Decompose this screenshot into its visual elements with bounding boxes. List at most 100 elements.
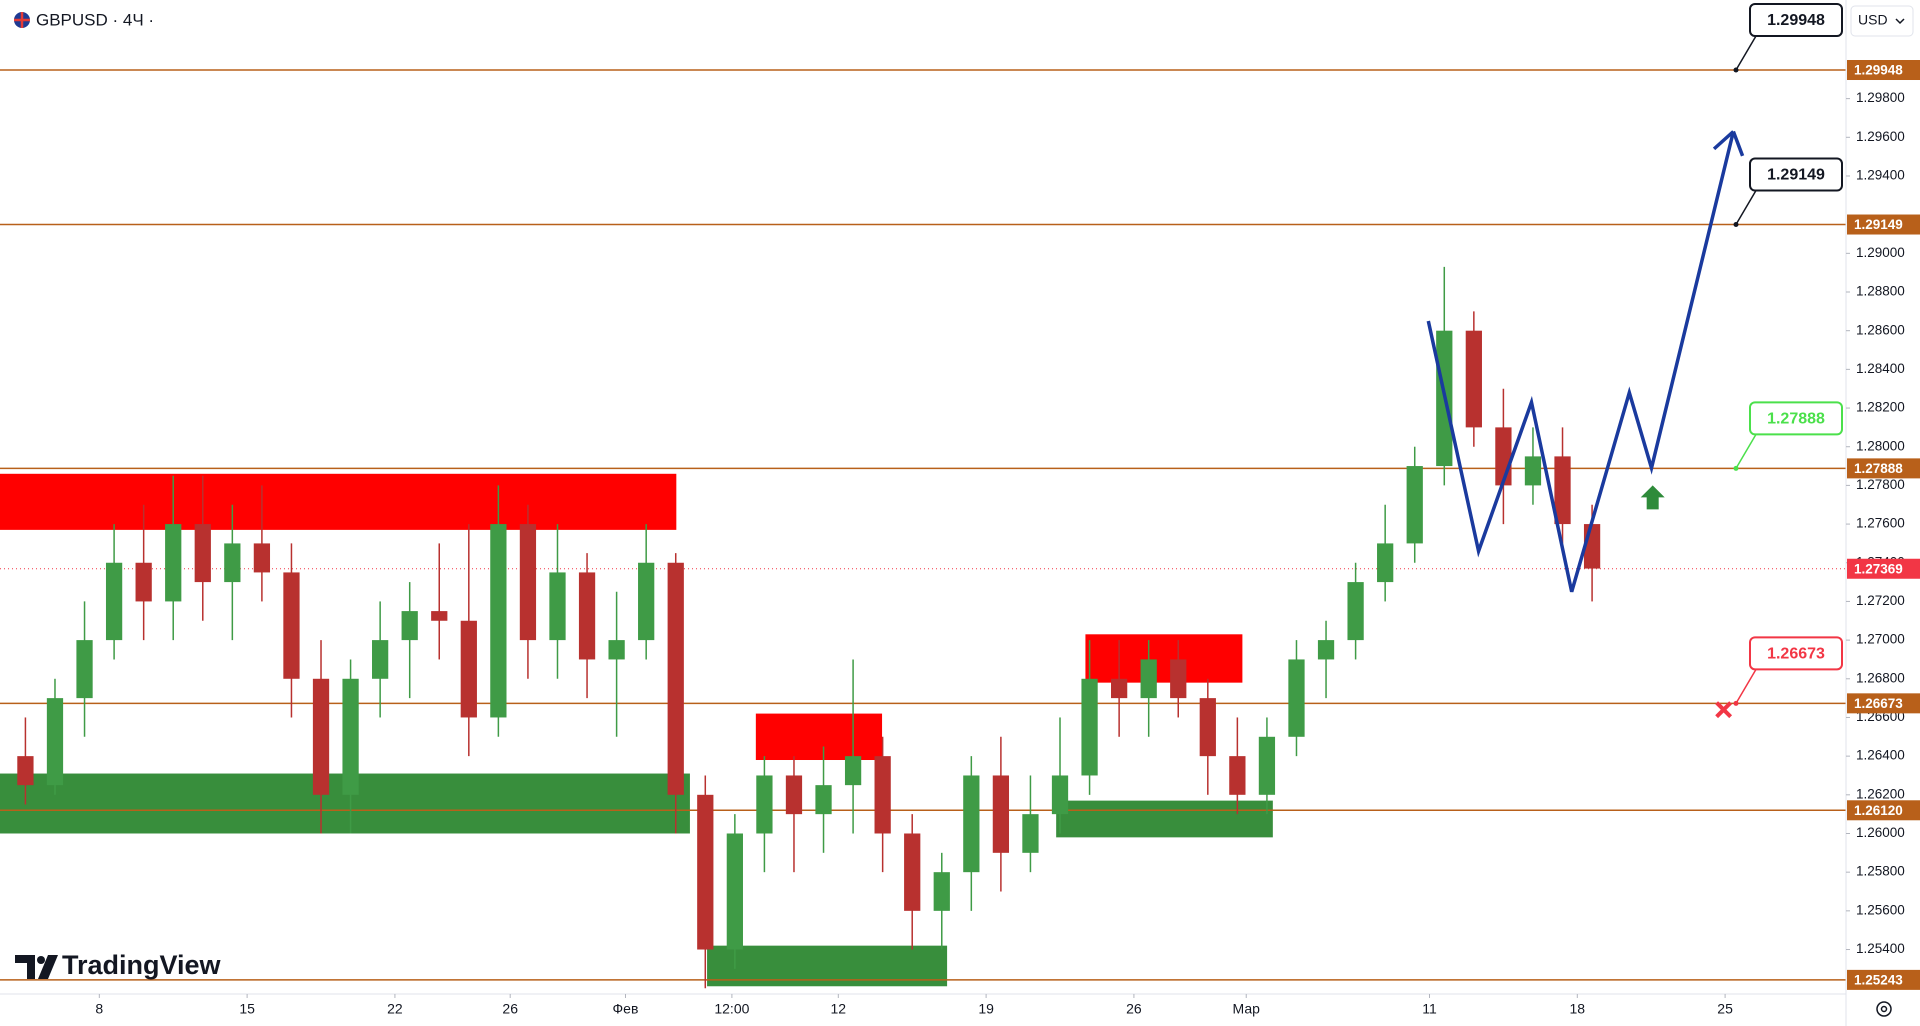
level-axis-label: 1.29149 [1854,217,1903,232]
candle-body [933,872,950,911]
symbol-flag-cross [14,12,30,28]
zone [1085,634,1243,683]
y-tick-label: 1.26200 [1856,786,1905,801]
y-tick-label: 1.26400 [1856,748,1905,763]
x-tick-label: 18 [1570,1001,1586,1017]
candle-body [608,640,625,660]
overlays: 1.299481.299481.291491.291491.278881.278… [1426,3,1920,990]
candle-body [490,524,507,718]
y-tick-label: 1.28000 [1856,438,1905,453]
projection-path [1426,131,1736,593]
candle-body [1199,698,1216,757]
candle-body [963,775,980,873]
y-tick-label: 1.27600 [1856,516,1905,531]
candle-body [1554,456,1571,525]
y-tick-label: 1.28800 [1856,284,1905,299]
level-axis-tag [1847,969,1920,990]
candle-body [578,572,596,660]
candle-body [46,698,64,786]
candle-body [17,756,34,786]
candle-body [105,562,123,641]
y-tick-label: 1.25400 [1856,941,1905,956]
y-tick-label: 1.27800 [1856,477,1905,492]
currency-button[interactable] [1850,5,1914,37]
y-tick-label: 1.29400 [1856,168,1905,183]
candle-body [874,756,891,834]
level-axis-label: 1.25243 [1854,972,1903,987]
x-tick-label: 11 [1422,1001,1437,1017]
candle-body [1022,814,1039,853]
y-tick-label: 1.27200 [1856,593,1905,608]
zone [1056,800,1273,838]
candle-body [1377,543,1394,583]
level-axis-label: 1.26120 [1854,803,1903,818]
candle-body [76,640,93,699]
candle-body [431,611,448,621]
callout-box [1749,3,1843,38]
callout-box [1749,636,1843,671]
candle-body [1288,659,1305,737]
callout-pointer [1735,35,1757,71]
candle-body [460,620,477,718]
x-tick-label: 15 [239,1001,255,1017]
settings-gear [1876,1001,1892,1017]
callout-box [1749,401,1843,436]
y-tick-label: 1.25600 [1856,902,1905,917]
x-tick-label: 8 [95,1001,103,1017]
candle-body [135,562,152,602]
callout-label: 1.29149 [1767,167,1825,184]
x-tick-label: 12:00 [714,1001,749,1017]
y-tick-label: 1.27000 [1856,632,1905,647]
level-axis-tag [1847,800,1920,821]
brand-name: TradingView [62,950,222,980]
candle-body [1524,456,1542,486]
level-axis-label: 1.27888 [1854,461,1903,476]
candle-body [519,524,537,641]
symbol-title: GBPUSD · 4Ч · [36,10,154,29]
candle-body [1258,736,1276,795]
candle-body [194,524,211,583]
x-tick-label: 26 [502,1001,518,1017]
candle-body [1347,582,1364,641]
level-axis-label: 1.26673 [1854,696,1903,711]
candle-body [697,794,714,950]
logo-v [38,955,58,979]
x-tick-label: 25 [1717,1001,1733,1017]
candle-body [667,562,684,795]
candle-body [1051,775,1069,815]
candle-body [549,572,566,641]
candle-body [1229,756,1246,795]
candle-body [1317,640,1335,660]
candle-body [253,543,271,573]
candle-body [342,678,359,795]
candle-body [1170,659,1187,699]
x-tick-label: Фев [613,1001,639,1017]
candle-body [815,785,832,815]
currency-chevron [1895,18,1905,25]
candle-body [1406,466,1423,544]
last-price-tag [1847,558,1920,579]
x-tick-label: 12 [831,1001,847,1017]
y-tick-label: 1.25800 [1856,864,1905,879]
candle-body [904,833,921,911]
last-price-label: 1.27369 [1854,561,1903,576]
x-tick-label: 26 [1126,1001,1142,1017]
plot-area [0,69,1846,989]
candle-body [401,611,418,641]
level-axis-tag [1847,693,1920,714]
y-tick-label: 1.26800 [1856,670,1905,685]
zone [0,473,677,530]
projection-arrowhead [1712,130,1735,151]
candle-body [1140,659,1157,699]
buy-arrow [1640,485,1665,510]
candle-body [224,543,241,583]
logo-dot [37,956,45,964]
candle-body [726,833,743,950]
candle-body [785,775,803,815]
candle-body [1081,678,1098,776]
settings-icon[interactable] [1876,1001,1892,1017]
brand-logo: TradingView [15,950,222,980]
callout-label: 1.29948 [1767,12,1825,29]
y-tick-label: 1.29600 [1856,129,1905,144]
